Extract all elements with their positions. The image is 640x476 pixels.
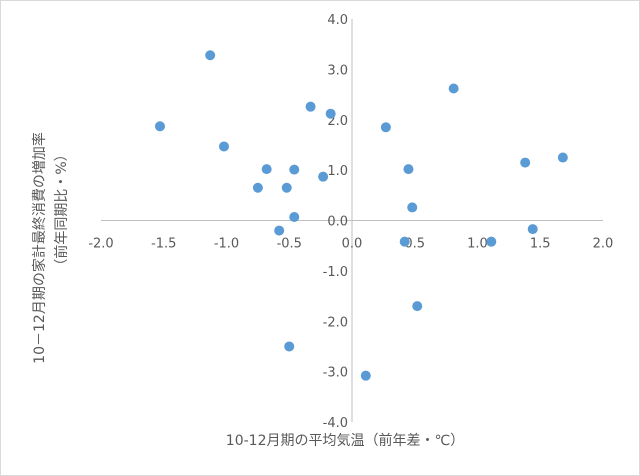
y-tick-label: -3.0 — [323, 366, 348, 381]
y-tick-label: 0.0 — [327, 215, 348, 230]
data-point — [289, 164, 300, 175]
x-tick-label: -2.0 — [88, 237, 113, 252]
data-point — [412, 301, 423, 312]
x-tick-label: 0.0 — [342, 237, 363, 252]
data-points — [154, 50, 568, 381]
data-point — [403, 164, 414, 175]
data-point — [252, 182, 263, 193]
y-axis-title-line1: 10－12月期の家計最終消費の増加率 — [31, 132, 48, 364]
x-tick-label: -0.5 — [277, 237, 302, 252]
data-point — [527, 224, 538, 235]
data-point — [205, 50, 216, 61]
data-point — [281, 182, 292, 193]
axes — [101, 19, 603, 422]
x-tick-label: 0.5 — [404, 237, 425, 252]
y-axis-title: 10－12月期の家計最終消費の増加率 （前年同期比・%） — [31, 132, 70, 364]
x-tick-label: 2.0 — [593, 237, 614, 252]
data-point — [448, 83, 459, 94]
y-tick-labels: -4.0-3.0-2.0-1.00.01.02.03.04.0 — [323, 13, 348, 431]
x-tick-labels: -2.0 -1.5 -1.0 -0.5 0.0 0.5 1.0 1.5 2.0 — [88, 237, 613, 252]
y-tick-label: -1.0 — [323, 265, 348, 280]
data-point — [289, 211, 300, 222]
data-point — [360, 370, 371, 381]
y-tick-label: 4.0 — [327, 13, 348, 28]
data-point — [520, 157, 531, 168]
data-point — [218, 141, 229, 152]
data-point — [325, 108, 336, 119]
data-point — [305, 101, 316, 112]
data-point — [154, 121, 165, 132]
data-point — [284, 341, 295, 352]
x-tick-label: 1.0 — [467, 237, 488, 252]
data-point — [380, 122, 391, 133]
data-point — [557, 152, 568, 163]
data-point — [274, 225, 285, 236]
y-tick-label: 1.0 — [327, 164, 348, 179]
y-axis-title-line2: （前年同期比・%） — [53, 147, 70, 272]
data-point — [318, 171, 329, 182]
data-point — [399, 236, 410, 247]
data-point — [261, 164, 272, 175]
y-tick-label: -4.0 — [323, 416, 348, 431]
y-tick-label: 3.0 — [327, 63, 348, 78]
y-tick-label: -2.0 — [323, 315, 348, 330]
x-axis-title: 10-12月期の平均気温（前年差・℃） — [226, 432, 464, 449]
data-point — [486, 236, 497, 247]
data-point — [407, 202, 418, 213]
x-tick-label: -1.0 — [214, 237, 239, 252]
x-tick-label: 1.5 — [530, 237, 551, 252]
x-tick-label: -1.5 — [151, 237, 176, 252]
